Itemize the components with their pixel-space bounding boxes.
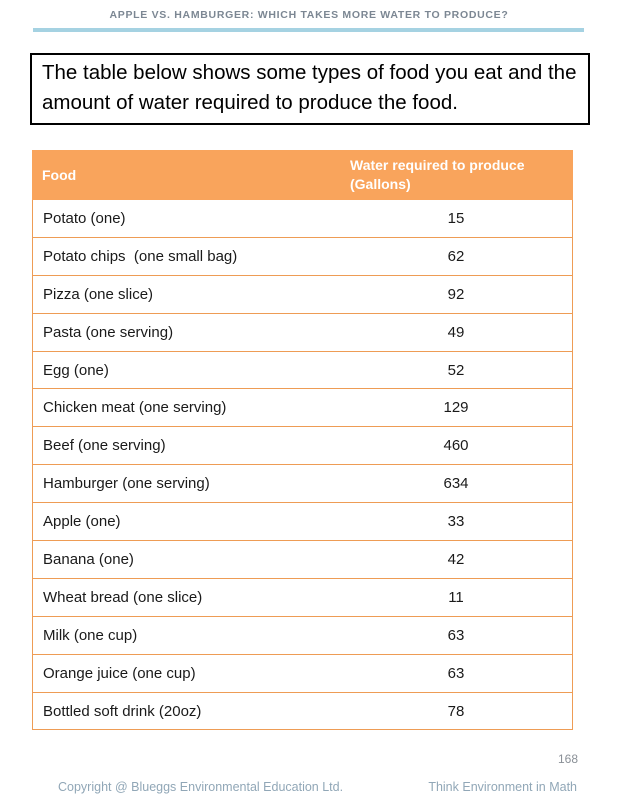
gallons-value: 634 [443, 475, 469, 493]
table-header-row: Food Water required to produce (Gallons) [32, 150, 573, 200]
food-name: Pasta (one serving) [43, 323, 174, 341]
food-name: Beef (one serving) [43, 437, 166, 455]
table-row: Egg (one) 52 [33, 352, 572, 390]
table-row: Potato chips (one small bag) 62 [33, 238, 572, 276]
gallons-value: 63 [447, 626, 465, 644]
food-name: Potato chips (one small bag) [43, 247, 238, 265]
table-row: Apple (one) 33 [33, 503, 572, 542]
food-name: Hamburger (one serving) [43, 475, 210, 493]
gallons-value: 92 [447, 285, 465, 303]
gallons-value: 62 [447, 247, 465, 265]
table-row: Beef (one serving) 460 [33, 427, 572, 466]
food-name: Banana (one) [43, 550, 134, 568]
footer: Copyright @ Blueggs Environmental Educat… [0, 780, 618, 794]
page-title: APPLE VS. HAMBURGER: WHICH TAKES MORE WA… [109, 9, 509, 21]
food-name: Bottled soft drink (20oz) [43, 702, 202, 720]
table-row: Chicken meat (one serving) 129 [33, 389, 572, 428]
gallons-value: 11 [448, 588, 464, 606]
food-name: Potato (one) [43, 209, 126, 227]
food-name: Egg (one) [43, 361, 109, 379]
table-row: Hamburger (one serving) 634 [33, 465, 572, 504]
food-name: Chicken meat (one serving) [43, 399, 227, 417]
food-name: Apple (one) [43, 513, 121, 531]
gallons-value: 15 [447, 209, 465, 227]
intro-text-box: The table below shows some types of food… [30, 53, 590, 126]
table-body: Potato (one) 15 Potato chips (one small … [32, 200, 573, 731]
table-row: Orange juice (one cup) 63 [33, 655, 572, 693]
gallons-value: 129 [443, 399, 469, 417]
table-row: Bottled soft drink (20oz) 78 [33, 693, 572, 731]
gallons-value: 49 [447, 323, 465, 341]
food-name: Orange juice (one cup) [43, 664, 196, 682]
table-row: Wheat bread (one slice) 11 [33, 579, 572, 617]
gallons-value: 63 [447, 664, 465, 682]
table-row: Banana (one) 42 [33, 541, 572, 579]
gallons-value: 33 [447, 513, 465, 531]
table-row: Potato (one) 15 [33, 200, 572, 238]
food-name: Wheat bread (one slice) [43, 588, 203, 606]
water-usage-table: Food Water required to produce (Gallons)… [32, 150, 573, 731]
food-name: Milk (one cup) [43, 626, 138, 644]
table-row: Milk (one cup) 63 [33, 617, 572, 655]
column-header-water: Water required to produce (Gallons) [350, 157, 525, 192]
footer-book-title: Think Environment in Math [428, 780, 577, 794]
gallons-value: 78 [447, 702, 465, 720]
gallons-value: 460 [443, 437, 469, 455]
gallons-value: 42 [447, 550, 465, 568]
page-number: 168 [557, 752, 578, 766]
footer-copyright: Copyright @ Blueggs Environmental Educat… [58, 780, 344, 794]
table-row: Pasta (one serving) 49 [33, 314, 572, 352]
header-rule-divider [33, 28, 584, 32]
food-name: Pizza (one slice) [43, 285, 154, 303]
table-row: Pizza (one slice) 92 [33, 276, 572, 314]
gallons-value: 52 [447, 361, 465, 379]
column-header-food: Food [42, 167, 77, 183]
